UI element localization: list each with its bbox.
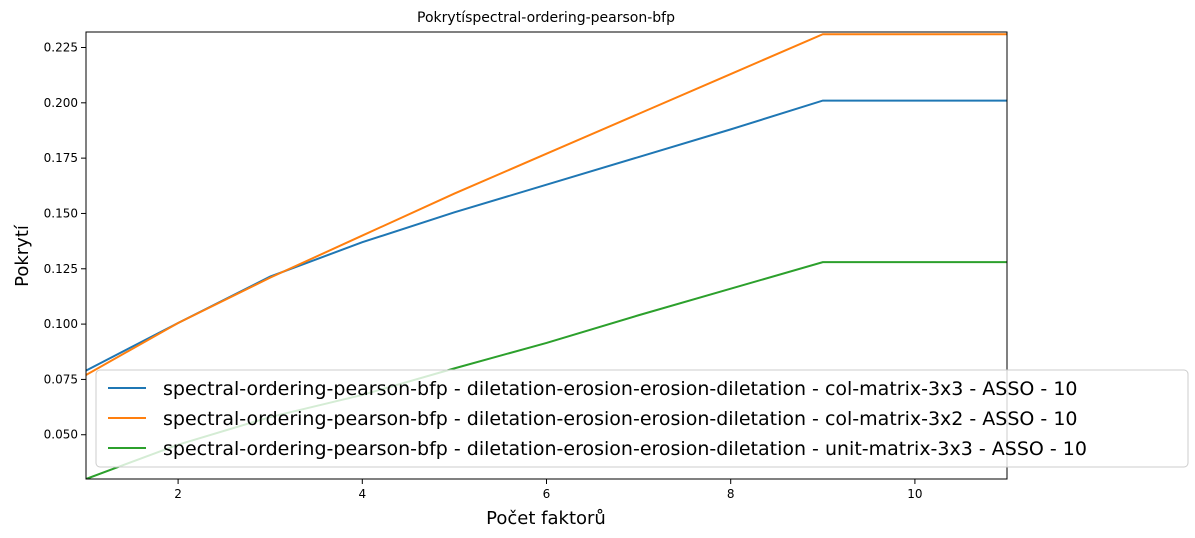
- legend-entry-label: spectral-ordering-pearson-bfp - diletati…: [163, 378, 1078, 400]
- series-line-2: [86, 33, 1007, 376]
- x-axis-label: Počet faktorů: [486, 508, 606, 529]
- chart-title: Pokrytíspectral-ordering-pearson-bfp: [417, 10, 675, 26]
- y-tick-label: 0.125: [44, 262, 78, 276]
- legend-entry-label: spectral-ordering-pearson-bfp - diletati…: [163, 438, 1087, 460]
- legend-box: [95, 369, 1189, 468]
- y-tick-label: 0.150: [44, 206, 78, 220]
- legend-entry-label: spectral-ordering-pearson-bfp - diletati…: [163, 408, 1078, 430]
- x-tick-label: 6: [543, 487, 551, 501]
- series-line-1: [86, 99, 1007, 372]
- y-tick-label: 0.100: [44, 317, 78, 331]
- y-tick-label: 0.200: [44, 96, 78, 110]
- x-tick-label: 8: [727, 487, 735, 501]
- y-tick-label: 0.050: [44, 428, 78, 442]
- x-tick-label: 4: [358, 487, 366, 501]
- y-axis-label: Pokrytí: [12, 224, 33, 287]
- y-tick-label: 0.075: [44, 372, 78, 386]
- x-tick-label: 10: [907, 487, 922, 501]
- y-tick-label: 0.175: [44, 151, 78, 165]
- y-tick-label: 0.225: [44, 40, 78, 54]
- x-tick-label: 2: [174, 487, 182, 501]
